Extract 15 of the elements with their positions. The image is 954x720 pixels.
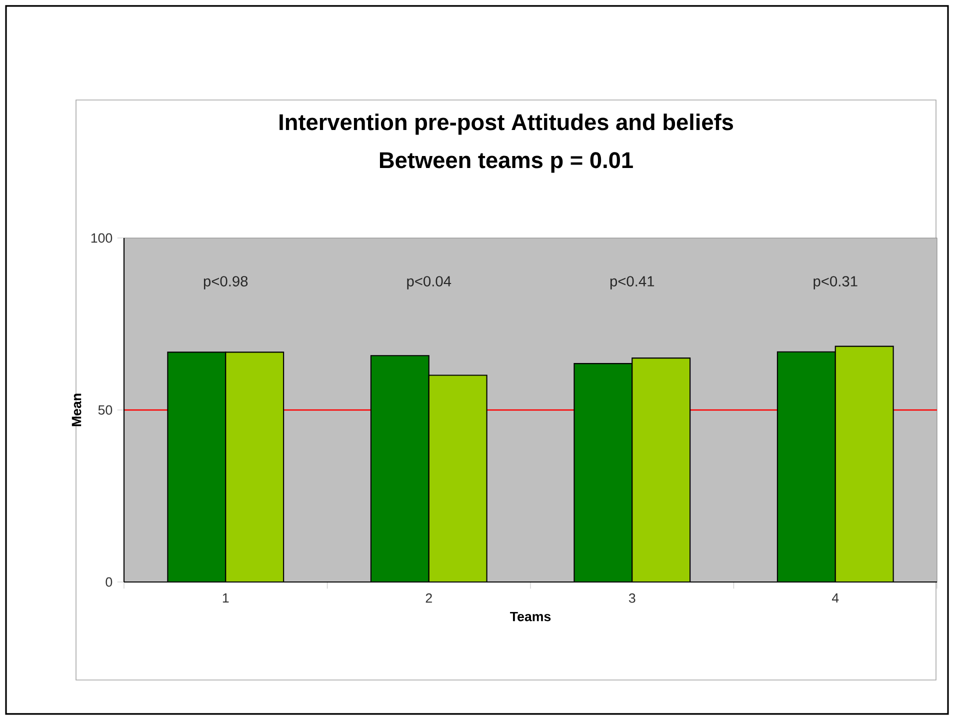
y-tick-label: 100 (91, 233, 112, 243)
y-axis-title: Mean (72, 394, 82, 426)
x-tick-label: 3 (628, 593, 636, 603)
chart-subtitle: Between teams p = 0.01 (380, 152, 633, 173)
x-tick-label: 1 (222, 593, 229, 603)
y-tick-label: 50 (98, 405, 112, 415)
annotation: p<0.41 (610, 276, 654, 290)
x-axis-title: Teams (510, 612, 551, 622)
chart-title: Intervention pre-post Attitudes and beliefs (280, 114, 734, 135)
annotation: p<0.98 (204, 276, 248, 290)
x-tick-label: 2 (426, 593, 432, 603)
annotation: p<0.04 (407, 276, 452, 290)
y-tick-label: 0 (106, 577, 112, 587)
annotation: p<0.31 (814, 276, 858, 290)
x-tick-label: 4 (832, 593, 839, 603)
